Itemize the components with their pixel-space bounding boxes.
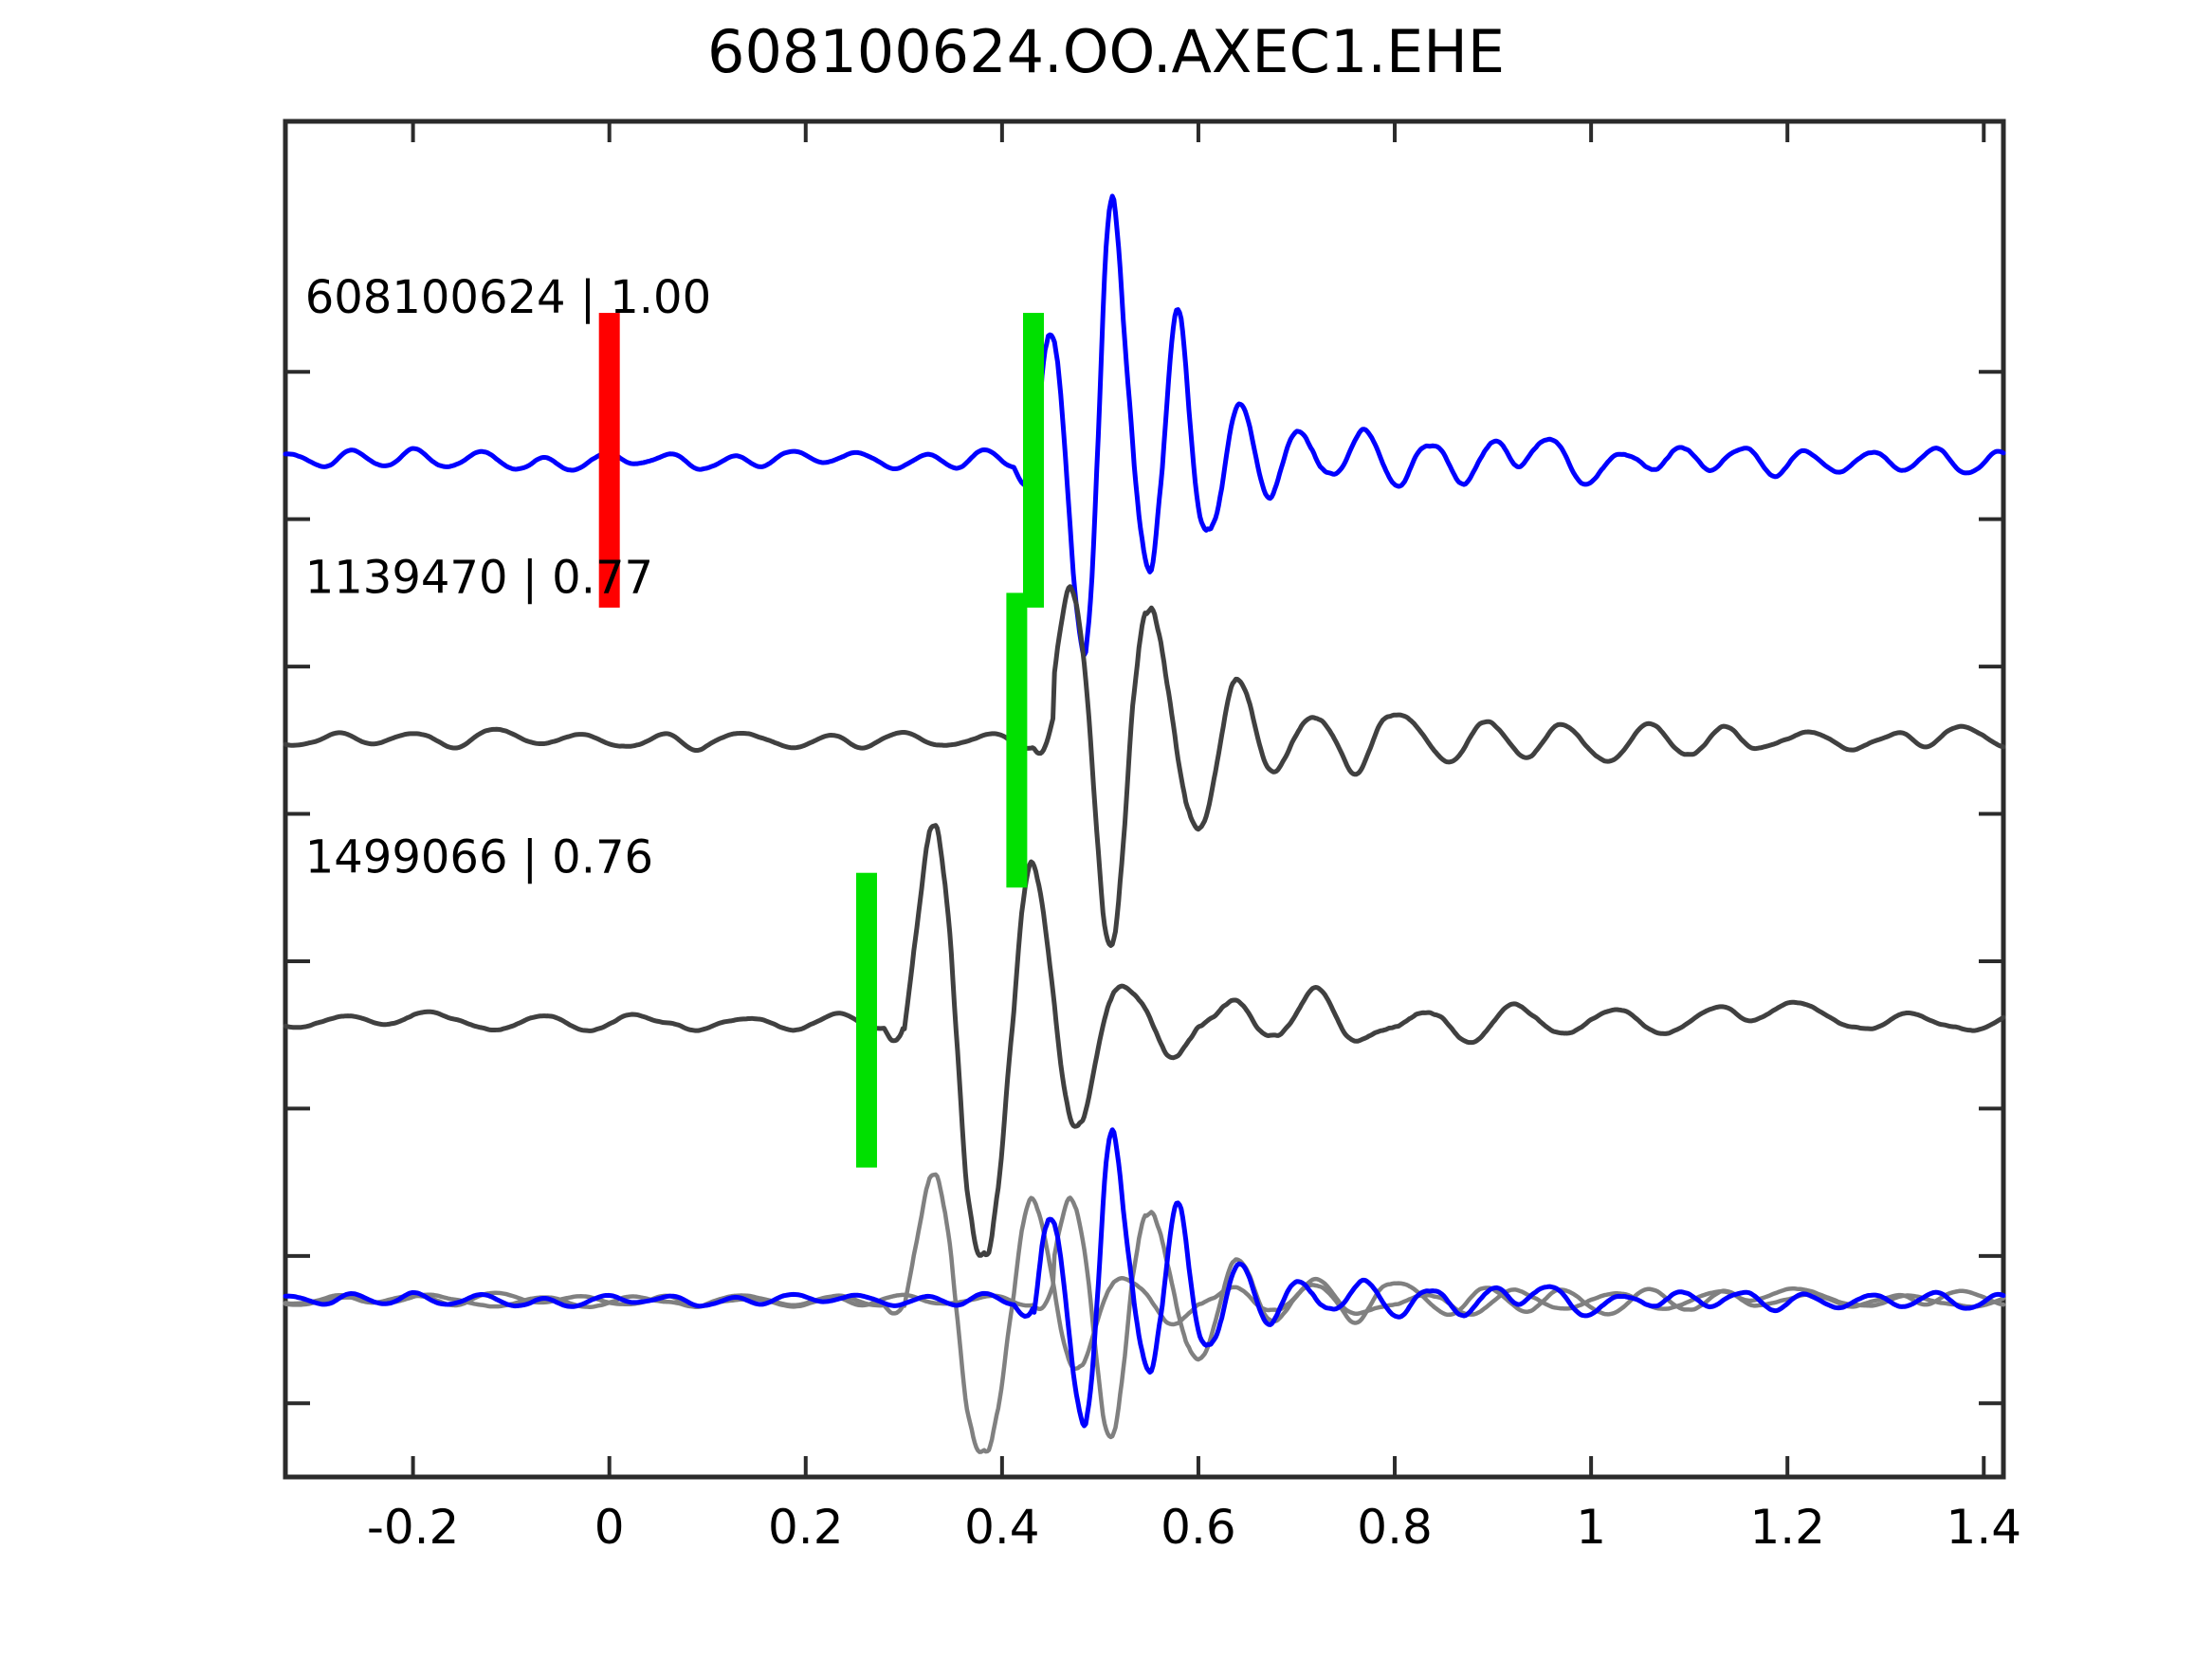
pick-marker-s xyxy=(1006,592,1028,888)
x-tick-label: 0.8 xyxy=(1357,1500,1433,1555)
picks-layer xyxy=(598,313,1044,1168)
trace-1139470 xyxy=(283,584,2006,948)
pick-marker-p xyxy=(598,313,620,608)
x-tick-label: 1.2 xyxy=(1749,1500,1825,1555)
x-tick-label: -0.2 xyxy=(367,1500,460,1555)
pick-marker-s xyxy=(1022,313,1044,608)
axes-frame xyxy=(283,118,2006,1480)
trace-1499066 xyxy=(283,823,2006,1258)
trace-labels-layer: 608100624 | 1.00 1139470 | 0.77 1499066 | … xyxy=(305,271,711,884)
x-tick-label: 1.4 xyxy=(1947,1500,2022,1555)
trace-608100624 xyxy=(283,193,2006,658)
page-title: 608100624.OO.AXEC1.EHE xyxy=(707,17,1505,86)
trace-label-608100624: 608100624 | 1.00 xyxy=(305,271,711,324)
pick-marker-s xyxy=(855,872,877,1168)
x-tick-label: 0 xyxy=(594,1500,625,1555)
overlay-trace-608100624 xyxy=(283,1127,2006,1429)
trace-label-1139470: 1139470 | 0.77 xyxy=(305,551,653,604)
ticks-layer: -0.2 0 0.2 0.4 0.6 0.8 1 1.2 1.4 xyxy=(285,121,2021,1555)
x-tick-label: 1 xyxy=(1576,1500,1606,1555)
x-tick-label: 0.4 xyxy=(964,1500,1040,1555)
trace-label-1499066: 1499066 | 0.76 xyxy=(305,831,653,884)
overlay-trace-1499066 xyxy=(283,1172,2006,1454)
traces-layer xyxy=(283,193,2006,1454)
x-tick-label: 0.2 xyxy=(768,1500,844,1555)
x-tick-label: 0.6 xyxy=(1161,1500,1236,1555)
overlay-trace-1139470 xyxy=(283,1195,2006,1440)
